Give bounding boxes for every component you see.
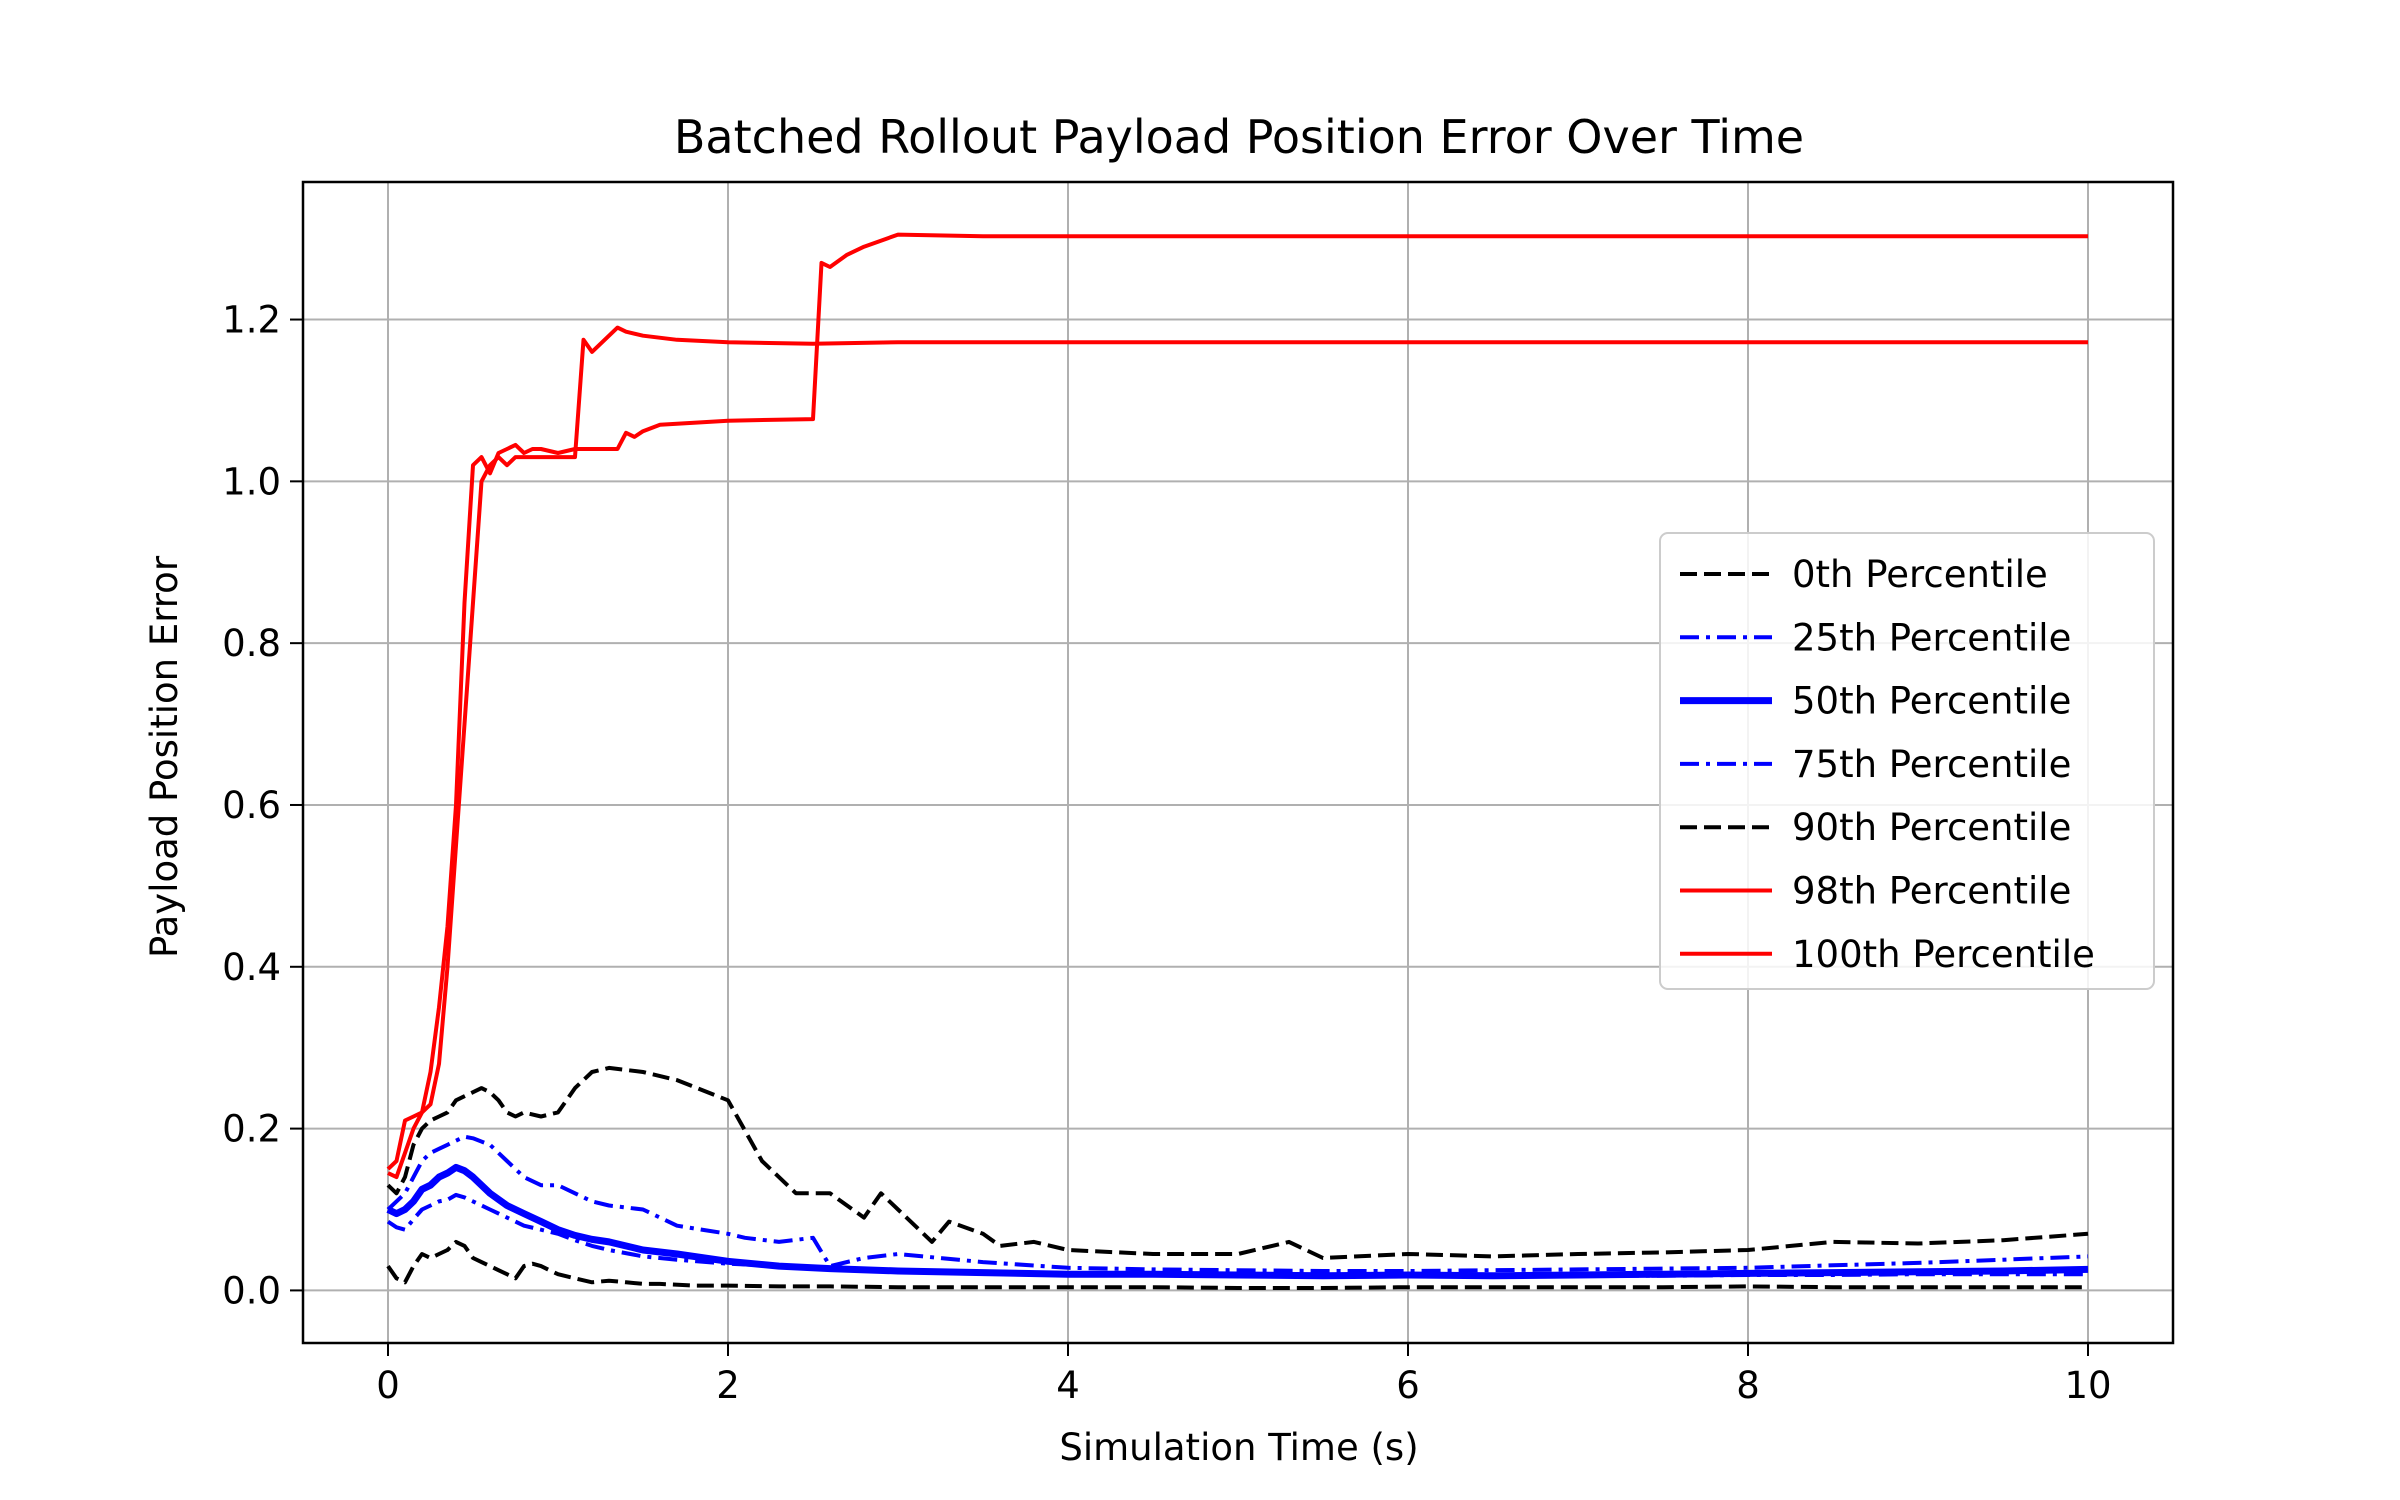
series-line-3: [386, 1134, 2089, 1273]
y-tick-label: 1.2: [222, 299, 281, 342]
y-axis-label: Payload Position Error: [143, 555, 186, 958]
legend-label: 98th Percentile: [1792, 870, 2071, 913]
series-line-4: [386, 1065, 2089, 1260]
x-tick-label: 0: [376, 1364, 400, 1407]
legend-label: 25th Percentile: [1792, 616, 2071, 659]
legend-box: [1659, 532, 2155, 990]
axis-ticks: 0 2 4 6 8 10 0.0 0.2 0.4 0.6 0.8 1.0 1.2: [222, 299, 2111, 1407]
plot-frame: [301, 180, 2175, 1345]
x-tick-label: 6: [1396, 1364, 1420, 1407]
y-tick-label: 0.2: [222, 1108, 281, 1151]
y-tick-label: 1.0: [222, 460, 281, 503]
legend: 0th Percentile 25th Percentile 50th Percen…: [1659, 532, 2155, 990]
x-tick-label: 8: [1736, 1364, 1760, 1407]
series-line-5: [387, 325, 2088, 1180]
series-line-6: [386, 232, 2088, 1171]
legend-label: 90th Percentile: [1792, 806, 2071, 849]
series-line-0: [386, 1239, 2088, 1290]
x-tick-label: 4: [1056, 1364, 1080, 1407]
y-tick-label: 0.0: [222, 1269, 281, 1312]
legend-label: 100th Percentile: [1792, 933, 2095, 976]
series-layer: [386, 232, 2089, 1290]
legend-label: 0th Percentile: [1792, 553, 2048, 596]
y-tick-label: 0.8: [222, 622, 281, 665]
x-tick-label: 2: [716, 1364, 740, 1407]
legend-label: 75th Percentile: [1792, 743, 2071, 786]
x-axis-label: Simulation Time (s): [1059, 1426, 1418, 1469]
series-line-2: [386, 1163, 2089, 1280]
y-tick-label: 0.6: [222, 784, 281, 827]
legend-label: 50th Percentile: [1792, 680, 2071, 723]
chart-title: Batched Rollout Payload Position Error O…: [674, 110, 1804, 164]
x-tick-label: 10: [2064, 1364, 2111, 1407]
y-tick-label: 0.4: [222, 946, 281, 989]
